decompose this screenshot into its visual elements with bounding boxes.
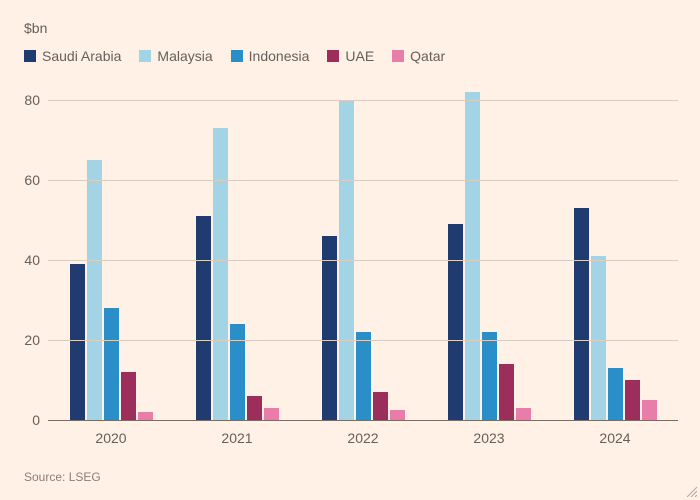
y-tick-label: 80 (24, 92, 40, 108)
x-tick-label: 2022 (300, 430, 426, 446)
legend-swatch (24, 50, 36, 62)
bar (608, 368, 623, 420)
legend-item: UAE (327, 48, 374, 64)
bar-group: 2020 (48, 80, 174, 420)
y-tick-label: 60 (24, 172, 40, 188)
bar-group: 2022 (300, 80, 426, 420)
gridline (48, 180, 678, 181)
bar (390, 410, 405, 420)
legend-label: UAE (345, 48, 374, 64)
x-tick-label: 2020 (48, 430, 174, 446)
legend-label: Saudi Arabia (42, 48, 121, 64)
y-tick-label: 0 (32, 412, 40, 428)
bar (574, 208, 589, 420)
bar (591, 256, 606, 420)
x-tick-label: 2023 (426, 430, 552, 446)
legend-label: Indonesia (249, 48, 310, 64)
legend-swatch (327, 50, 339, 62)
bar-groups: 20202021202220232024 (48, 80, 678, 420)
legend-label: Qatar (410, 48, 445, 64)
bar (516, 408, 531, 420)
bar (196, 216, 211, 420)
bar (625, 380, 640, 420)
legend-item: Malaysia (139, 48, 212, 64)
bar (499, 364, 514, 420)
y-tick-label: 40 (24, 252, 40, 268)
x-tick-label: 2021 (174, 430, 300, 446)
legend-label: Malaysia (157, 48, 212, 64)
bar-group: 2024 (552, 80, 678, 420)
legend-item: Indonesia (231, 48, 310, 64)
legend-swatch (139, 50, 151, 62)
bar (138, 412, 153, 420)
legend-swatch (392, 50, 404, 62)
resize-grip-icon (685, 485, 697, 497)
gridline (48, 340, 678, 341)
legend-item: Qatar (392, 48, 445, 64)
bar (356, 332, 371, 420)
bar (87, 160, 102, 420)
gridline (48, 260, 678, 261)
bar (230, 324, 245, 420)
legend-item: Saudi Arabia (24, 48, 121, 64)
bar (213, 128, 228, 420)
gridline (48, 420, 678, 421)
bar (322, 236, 337, 420)
legend-swatch (231, 50, 243, 62)
bar (70, 264, 85, 420)
bar (448, 224, 463, 420)
bar (264, 408, 279, 420)
bar (247, 396, 262, 420)
bar-group: 2023 (426, 80, 552, 420)
bar (465, 92, 480, 420)
source-label: Source: LSEG (24, 470, 101, 484)
chart-container: { "chart": { "type": "bar", "y_axis_labe… (0, 0, 700, 500)
bar (642, 400, 657, 420)
bar (373, 392, 388, 420)
legend: Saudi Arabia Malaysia Indonesia UAE Qatar (24, 48, 445, 64)
bar-group: 2021 (174, 80, 300, 420)
gridline (48, 100, 678, 101)
y-tick-label: 20 (24, 332, 40, 348)
bar (121, 372, 136, 420)
plot-area: 20202021202220232024 020406080 (48, 80, 678, 420)
x-tick-label: 2024 (552, 430, 678, 446)
bar (104, 308, 119, 420)
bar (482, 332, 497, 420)
y-axis-label: $bn (24, 20, 47, 36)
